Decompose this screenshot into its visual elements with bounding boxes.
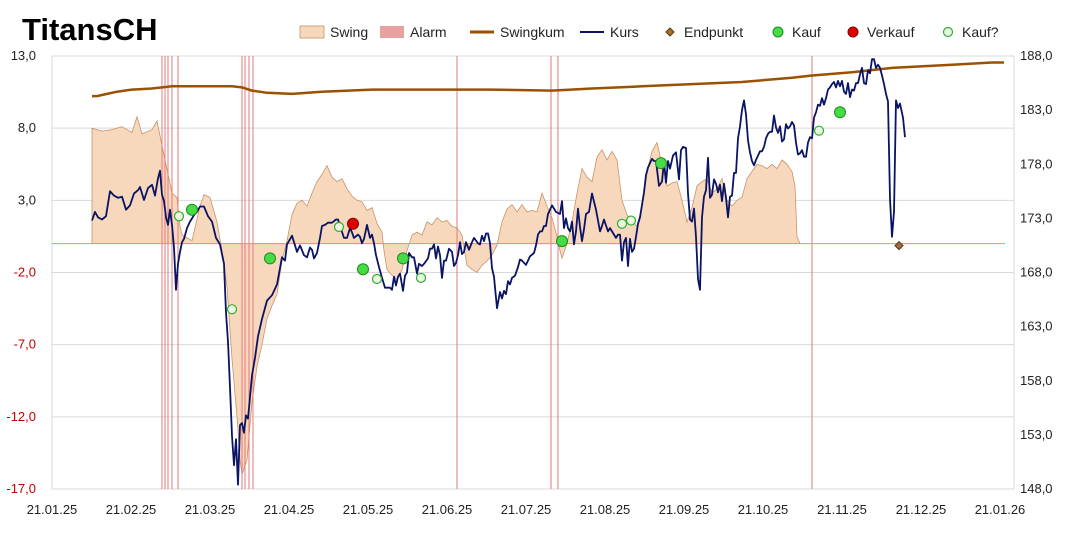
y-left-tick-label: -17,0 xyxy=(6,481,36,496)
x-tick-label: 21.07.25 xyxy=(501,502,552,517)
y-left-tick-label: 3,0 xyxy=(18,192,36,207)
endpunkt-marker xyxy=(894,240,904,251)
x-tick-label: 21.09.25 xyxy=(659,502,710,517)
kurs-series xyxy=(91,58,906,486)
x-tick-label: 21.05.25 xyxy=(343,502,394,517)
y-right-tick-label: 183,0 xyxy=(1020,102,1053,117)
x-tick-label: 21.10.25 xyxy=(738,502,789,517)
kauf-marker xyxy=(397,252,409,265)
y-left-tick-label: -12,0 xyxy=(6,409,36,424)
chart-title: TitansCH xyxy=(22,12,158,47)
grid xyxy=(51,55,1015,490)
verkauf-marker xyxy=(347,217,359,230)
x-tick-label: 21.04.25 xyxy=(264,502,315,517)
x-tick-label: 21.02.25 xyxy=(106,502,157,517)
y-left-tick-label: 8,0 xyxy=(18,120,36,135)
y-right-tick-label: 163,0 xyxy=(1020,319,1053,334)
y-right-tick-label: 153,0 xyxy=(1020,427,1053,442)
legend-label-swingkum: Swingkum xyxy=(500,24,565,40)
y-left-tick-label: 13,0 xyxy=(11,48,36,63)
y-right-tick-label: 173,0 xyxy=(1020,210,1053,225)
legend-kauf-q-swatch xyxy=(942,26,954,38)
x-tick-label: 21.08.25 xyxy=(580,502,631,517)
legend-label-kurs: Kurs xyxy=(610,24,639,40)
x-tick-label: 21.03.25 xyxy=(185,502,236,517)
kauf-marker xyxy=(264,252,276,265)
swing-area xyxy=(91,115,801,475)
legend-label-kauf: Kauf xyxy=(792,24,821,40)
kauf-q-marker xyxy=(616,218,628,229)
kauf-q-marker xyxy=(415,272,427,284)
kauf-q-marker xyxy=(625,215,637,226)
kauf-marker xyxy=(834,106,846,119)
y-left-tick-label: -2,0 xyxy=(14,265,36,280)
kauf-q-marker xyxy=(226,304,238,315)
y-left-tick-label: -7,0 xyxy=(14,337,36,352)
kauf-q-marker xyxy=(371,273,383,285)
axes: 13,0 8,0 3,0 -2,0 -7,0 -12,0 -17,0 188,0 183,0 17… xyxy=(6,48,1052,517)
y-right-tick-label: 148,0 xyxy=(1020,481,1053,496)
x-tick-label: 21.12.25 xyxy=(896,502,947,517)
kauf-marker xyxy=(357,263,369,276)
swingkum-series xyxy=(92,61,1004,98)
x-tick-label: 21.11.25 xyxy=(817,502,867,517)
y-right-tick-label: 178,0 xyxy=(1020,156,1053,171)
markers xyxy=(173,106,904,315)
legend-label-swing: Swing xyxy=(330,24,368,40)
swingkum-line xyxy=(92,61,1004,98)
legend-verkauf-swatch xyxy=(847,26,859,38)
kauf-marker xyxy=(556,235,568,248)
legend-endpunkt-swatch xyxy=(665,27,675,37)
legend-label-alarm: Alarm xyxy=(410,24,447,40)
y-right-tick-label: 158,0 xyxy=(1020,373,1053,388)
y-right-tick-label: 188,0 xyxy=(1020,48,1053,63)
kauf-marker xyxy=(655,157,667,170)
swing-series xyxy=(91,115,801,475)
x-tick-label: 21.06.25 xyxy=(422,502,473,517)
kauf-q-marker xyxy=(333,221,345,233)
y-right-tick-label: 168,0 xyxy=(1020,265,1053,280)
x-tick-label: 21.01.25 xyxy=(27,502,78,517)
legend-label-verkauf: Verkauf xyxy=(867,24,915,40)
alarm-series xyxy=(161,56,813,489)
legend: Swing Alarm Swingkum Kurs Endpunkt Kauf Verkau… xyxy=(299,24,999,40)
kauf-marker xyxy=(186,203,198,216)
x-tick-label: 21.01.26 xyxy=(975,502,1026,517)
legend-label-endpunkt: Endpunkt xyxy=(684,24,743,40)
kauf-q-marker xyxy=(813,125,825,136)
legend-kauf-swatch xyxy=(772,26,784,38)
kauf-q-marker xyxy=(173,211,185,222)
legend-label-kauf_q: Kauf? xyxy=(962,24,999,40)
kurs-line xyxy=(91,58,906,486)
legend-swing-swatch xyxy=(299,25,325,39)
legend-alarm-swatch xyxy=(380,26,404,38)
plot-border xyxy=(51,55,1015,490)
